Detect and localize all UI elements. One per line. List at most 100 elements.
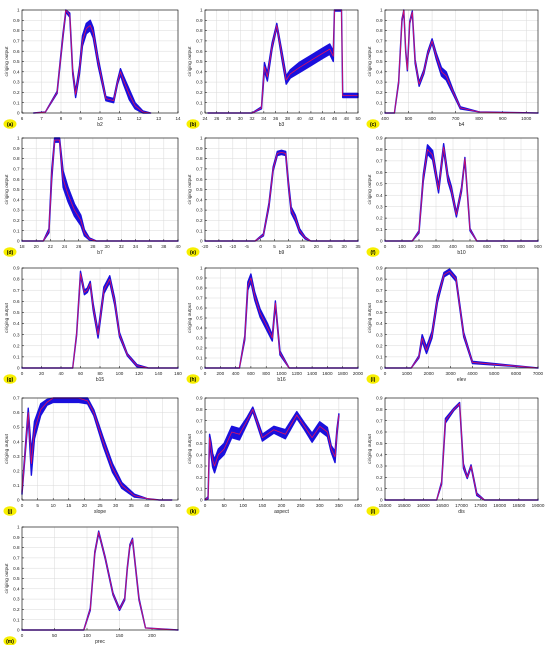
- y-tick-label: 1: [17, 525, 20, 530]
- y-tick-label: 0.7: [376, 158, 383, 163]
- axes-frame: [204, 9, 359, 114]
- panel-badge: [366, 506, 380, 516]
- y-tick-label: 0.3: [13, 597, 20, 602]
- y-tick-label: 0.3: [13, 332, 20, 337]
- y-tick-label: 0.4: [13, 321, 20, 326]
- x-tick-label: 40: [175, 244, 181, 249]
- y-tick-label: 0: [17, 111, 20, 116]
- x-tick-label: 25: [328, 244, 334, 249]
- y-tick-label: 0: [17, 498, 20, 503]
- y-tick-label: 0.8: [13, 545, 20, 550]
- x-tick-label: 300: [432, 244, 440, 249]
- y-axis-label: ciriging output: [4, 563, 10, 594]
- y-tick-label: 0.5: [13, 187, 20, 192]
- x-tick-label: 15: [66, 503, 72, 508]
- x-tick-label: 18500: [512, 503, 525, 508]
- chart-panel-b4: 400 500 600 700 800 900 1000 0 0.1 0.2 0.3 0.4 0.5 0.…: [366, 8, 539, 129]
- axes-frame: [21, 397, 179, 501]
- x-axis-label: dis: [458, 509, 465, 515]
- x-tick-label: 1600: [322, 371, 333, 376]
- x-tick-label: 30: [238, 116, 244, 121]
- y-axis-label: ciriging output: [187, 174, 193, 205]
- panel-badge: [3, 374, 17, 384]
- x-tick-label: -5: [245, 244, 250, 249]
- x-axis-label: b3: [279, 122, 285, 128]
- x-tick-label: 50: [52, 633, 58, 638]
- x-tick-label: 15000: [379, 503, 392, 508]
- x-tick-label: 26: [214, 116, 220, 121]
- y-tick-label: 1: [200, 266, 203, 271]
- x-tick-label: 8: [60, 116, 63, 121]
- panel-label: (a): [7, 122, 13, 128]
- x-tick-label: 3000: [445, 371, 456, 376]
- x-tick-label: 0: [204, 503, 207, 508]
- y-tick-label: 0: [200, 366, 203, 371]
- x-tick-label: 20: [82, 503, 88, 508]
- x-tick-label: 400: [381, 116, 389, 121]
- panel-badge: [366, 247, 380, 257]
- y-tick-label: 0.6: [196, 306, 203, 311]
- x-tick-label: 400: [449, 244, 457, 249]
- y-tick-label: 0.6: [196, 430, 203, 435]
- y-tick-label: 0: [17, 366, 20, 371]
- x-tick-label: 2000: [424, 371, 435, 376]
- x-tick-label: 10: [286, 244, 292, 249]
- x-tick-label: 0: [204, 371, 207, 376]
- series-line: [22, 273, 178, 369]
- x-tick-label: 15: [300, 244, 306, 249]
- panel-label: (h): [190, 377, 197, 383]
- y-tick-label: 0: [380, 366, 383, 371]
- panel-label: (e): [190, 250, 196, 256]
- y-tick-label: 0.3: [376, 464, 383, 469]
- axes-frame: [21, 9, 179, 114]
- y-tick-label: 0.2: [196, 346, 203, 351]
- axes-frame: [384, 267, 539, 369]
- x-axis-label: slope: [94, 509, 106, 515]
- panel-badge: [3, 506, 17, 516]
- x-tick-label: 16500: [436, 503, 449, 508]
- x-tick-label: 34: [133, 244, 139, 249]
- y-tick-label: 0: [380, 111, 383, 116]
- y-tick-label: 0.7: [196, 39, 203, 44]
- y-axis-label: ciriging output: [187, 302, 193, 333]
- x-tick-label: 20: [314, 244, 320, 249]
- y-tick-label: 0.8: [376, 407, 383, 412]
- series-line: [385, 403, 538, 501]
- y-axis-label: ciriging output: [367, 302, 373, 333]
- x-tick-label: 12: [136, 116, 142, 121]
- y-tick-label: 0.2: [13, 343, 20, 348]
- y-tick-label: 0.8: [196, 156, 203, 161]
- panel-label: (c): [370, 122, 376, 128]
- x-axis-label: prec: [95, 639, 105, 645]
- y-axis-label: ciriging output: [4, 46, 10, 77]
- y-tick-label: 0.1: [196, 486, 203, 491]
- y-tick-label: 0.6: [376, 49, 383, 54]
- x-tick-label: 42: [308, 116, 314, 121]
- x-tick-label: 24: [202, 116, 208, 121]
- x-tick-label: 600: [247, 371, 255, 376]
- panel-badge: [186, 247, 200, 257]
- panel-label: (b): [190, 122, 197, 128]
- y-tick-label: 0.6: [13, 49, 20, 54]
- y-tick-label: 0.4: [376, 69, 383, 74]
- x-tick-label: 1200: [292, 371, 303, 376]
- y-tick-label: 0.9: [196, 396, 203, 401]
- x-tick-label: 0: [384, 371, 387, 376]
- x-tick-label: 13: [156, 116, 162, 121]
- y-tick-label: 0.7: [376, 288, 383, 293]
- x-tick-label: 800: [475, 116, 483, 121]
- axes-frame: [204, 397, 359, 501]
- y-tick-label: 0.6: [376, 170, 383, 175]
- x-tick-label: 350: [335, 503, 343, 508]
- x-tick-label: -10: [229, 244, 236, 249]
- y-tick-label: 0.4: [13, 586, 20, 591]
- y-tick-label: 0.8: [13, 156, 20, 161]
- y-tick-label: 0.7: [13, 556, 20, 561]
- x-tick-label: 200: [415, 244, 423, 249]
- y-tick-label: 0.5: [196, 441, 203, 446]
- panel-badge: [3, 636, 17, 645]
- y-tick-label: 0.3: [196, 464, 203, 469]
- y-tick-label: 0.4: [196, 326, 203, 331]
- x-tick-label: 120: [135, 371, 143, 376]
